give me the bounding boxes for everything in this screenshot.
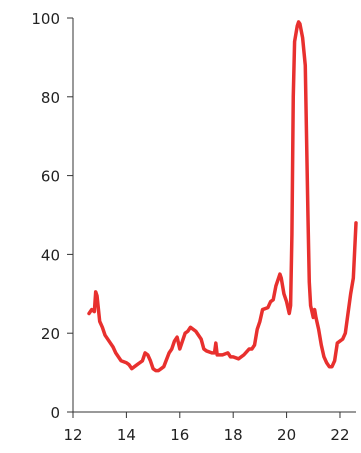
y-tick-label: 0 [50, 404, 60, 422]
y-tick-label: 80 [41, 89, 60, 107]
x-tick-label: 12 [63, 426, 82, 444]
x-tick-label: 16 [170, 426, 189, 444]
x-tick-label: 18 [224, 426, 243, 444]
x-tick-label: 14 [117, 426, 136, 444]
series-layer [87, 20, 358, 373]
y-tick-label: 100 [31, 10, 60, 28]
x-tick-label: 20 [277, 426, 296, 444]
series-line [87, 20, 358, 373]
y-tick-label: 20 [41, 325, 60, 343]
axes: 0 20 40 60 80 100 12 14 16 18 20 22 [31, 10, 356, 444]
y-tick-label: 40 [41, 246, 60, 264]
y-tick-label: 60 [41, 168, 60, 186]
x-tick-label: 22 [330, 426, 349, 444]
